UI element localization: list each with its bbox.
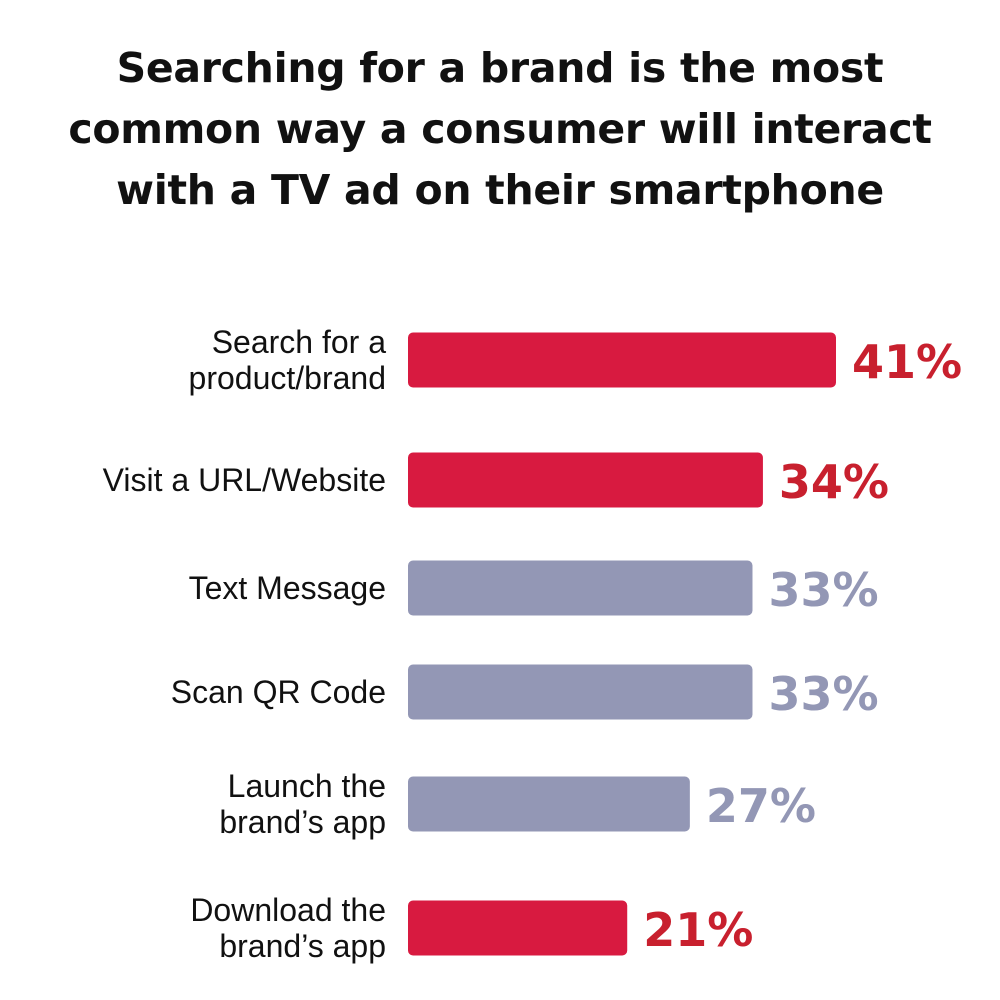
bar — [408, 664, 753, 720]
category-label: brand’s app — [219, 928, 386, 964]
category-label: Search for a — [212, 324, 387, 360]
bar — [408, 776, 690, 832]
category-label: Scan QR Code — [171, 674, 386, 710]
category-label: Visit a URL/Website — [103, 462, 386, 498]
bar — [408, 452, 763, 508]
bar — [408, 332, 836, 388]
category-label: Text Message — [189, 570, 386, 606]
value-label: 33% — [768, 667, 878, 721]
value-label: 21% — [643, 903, 753, 957]
value-label: 27% — [706, 779, 816, 833]
category-label: Launch the — [228, 768, 386, 804]
value-label: 34% — [779, 455, 889, 509]
category-label: Download the — [190, 892, 386, 928]
value-label: 33% — [768, 563, 878, 617]
value-label: 41% — [852, 335, 962, 389]
bar — [408, 900, 628, 956]
bar — [408, 560, 753, 616]
chart-title: Searching for a brand is the most common… — [68, 44, 932, 214]
category-label: product/brand — [189, 360, 386, 396]
category-label: brand’s app — [219, 804, 386, 840]
